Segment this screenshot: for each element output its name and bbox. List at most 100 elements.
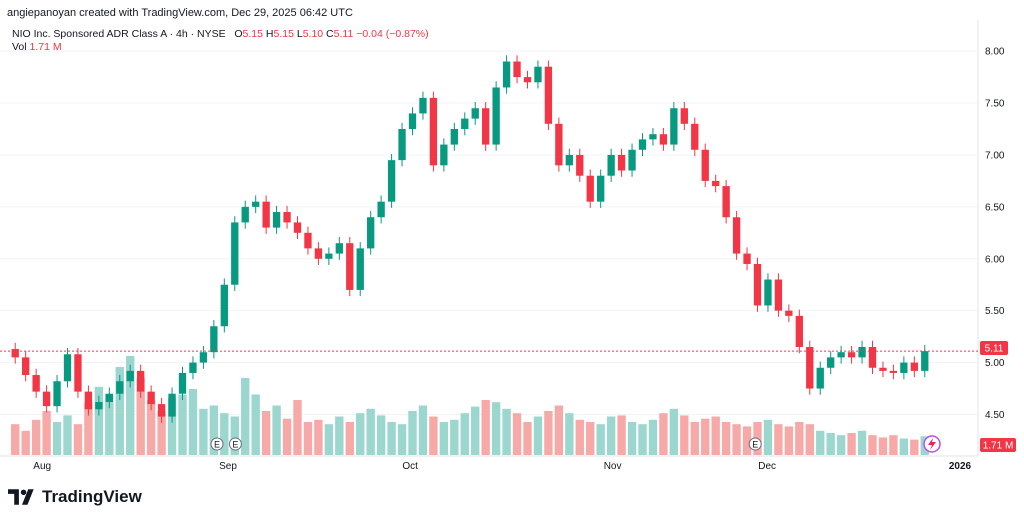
volume-bar bbox=[261, 411, 271, 455]
candle-body bbox=[189, 362, 197, 373]
candle-body bbox=[11, 349, 19, 358]
volume-bar bbox=[763, 419, 773, 455]
candle-body bbox=[597, 175, 605, 202]
candlesticks bbox=[11, 55, 929, 423]
candle-body bbox=[670, 108, 678, 145]
volume-bar bbox=[690, 422, 699, 455]
volume-bar bbox=[188, 389, 198, 455]
candle-body bbox=[126, 370, 134, 382]
volume-bar bbox=[105, 394, 114, 455]
candle-body bbox=[220, 284, 228, 327]
candle-body bbox=[178, 372, 187, 394]
candle-body bbox=[461, 118, 469, 129]
candle-body bbox=[42, 391, 51, 407]
volume-bar bbox=[230, 416, 239, 455]
candle-body bbox=[607, 154, 615, 176]
candle-body bbox=[847, 352, 856, 358]
volume-bar bbox=[21, 430, 30, 455]
y-tick-label: 4.50 bbox=[985, 410, 1005, 421]
volume-bar bbox=[784, 426, 794, 455]
volume-bar bbox=[868, 435, 877, 455]
candle-body bbox=[419, 97, 427, 114]
volume-bar bbox=[512, 413, 522, 455]
volume-bar bbox=[136, 378, 145, 455]
volume-bar bbox=[157, 411, 166, 455]
volume-bar bbox=[178, 394, 187, 455]
open-label: O bbox=[234, 28, 243, 40]
candle-body bbox=[387, 160, 396, 202]
y-tick-label: 6.50 bbox=[985, 202, 1005, 213]
volume-legend: Vol 1.71 M bbox=[12, 41, 62, 53]
candle-body bbox=[408, 113, 417, 129]
tradingview-logo[interactable]: TradingView bbox=[8, 487, 142, 507]
candle-body bbox=[168, 393, 176, 417]
candle-body bbox=[137, 370, 145, 392]
volume-bar bbox=[73, 424, 83, 455]
candle-body bbox=[900, 362, 908, 373]
volume-bar bbox=[241, 378, 250, 455]
svg-text:1.71 M: 1.71 M bbox=[983, 441, 1014, 452]
x-tick-label: Aug bbox=[33, 461, 51, 472]
candle-body bbox=[241, 206, 249, 223]
volume-bar bbox=[31, 419, 41, 455]
close-value: 5.11 bbox=[333, 28, 354, 40]
candle-body bbox=[722, 186, 730, 218]
candle-body bbox=[701, 149, 709, 181]
volume-bar bbox=[387, 422, 396, 455]
y-tick-label: 7.00 bbox=[985, 150, 1005, 161]
volume-value: 1.71 M bbox=[29, 41, 62, 53]
volume-bar bbox=[648, 419, 658, 455]
candle-body bbox=[482, 108, 490, 145]
candle-body bbox=[22, 357, 30, 376]
earnings-marker[interactable] bbox=[748, 437, 762, 451]
earnings-marker[interactable] bbox=[210, 437, 224, 451]
tradingview-logo-icon bbox=[8, 489, 34, 505]
volume-bar bbox=[356, 413, 365, 455]
x-axis: Aug Sep Oct Nov Dec 2026 bbox=[33, 461, 971, 472]
volume-bar bbox=[42, 411, 51, 455]
last-volume-tag: 1.71 M bbox=[980, 438, 1016, 452]
earnings-marker[interactable] bbox=[228, 437, 242, 451]
low-value: 5.10 bbox=[302, 28, 324, 40]
volume-bar bbox=[878, 437, 888, 455]
volume-bar bbox=[847, 433, 856, 455]
candle-body bbox=[806, 347, 814, 389]
candle-body bbox=[502, 61, 511, 88]
candle-body bbox=[32, 375, 40, 392]
volume-bar bbox=[408, 411, 417, 455]
candle-body bbox=[325, 253, 333, 259]
volume-bar bbox=[857, 430, 867, 455]
candle-body bbox=[565, 154, 573, 166]
candle-body bbox=[199, 352, 208, 363]
volume-bar bbox=[345, 422, 354, 455]
volume-bars bbox=[11, 356, 929, 455]
volume-bar bbox=[52, 422, 62, 455]
volume-bar bbox=[251, 394, 260, 455]
candle-body bbox=[293, 222, 302, 233]
volume-bar bbox=[366, 408, 375, 455]
x-tick-label: Nov bbox=[604, 461, 622, 472]
candle-body bbox=[628, 149, 636, 171]
volume-bar bbox=[669, 408, 679, 455]
volume-bar bbox=[721, 422, 731, 455]
volume-bar bbox=[439, 422, 449, 455]
change-value: −0.04 (−0.87%) bbox=[356, 28, 429, 40]
volume-bar bbox=[376, 415, 386, 455]
volume-bar bbox=[450, 419, 459, 455]
volume-bar bbox=[303, 422, 313, 455]
open-value: 5.15 bbox=[242, 28, 263, 40]
volume-bar bbox=[795, 422, 804, 455]
candle-body bbox=[691, 123, 699, 150]
candle-body bbox=[84, 391, 93, 410]
lightning-icon[interactable] bbox=[923, 435, 941, 453]
volume-bar bbox=[742, 426, 752, 455]
candle-body bbox=[753, 263, 762, 306]
candle-body bbox=[335, 243, 343, 254]
x-tick-label: Dec bbox=[758, 461, 776, 472]
volume-bar bbox=[282, 418, 292, 455]
volume-bar bbox=[596, 424, 605, 455]
candle-body bbox=[398, 129, 406, 161]
candle-body bbox=[638, 139, 647, 150]
volume-bar bbox=[910, 439, 919, 455]
